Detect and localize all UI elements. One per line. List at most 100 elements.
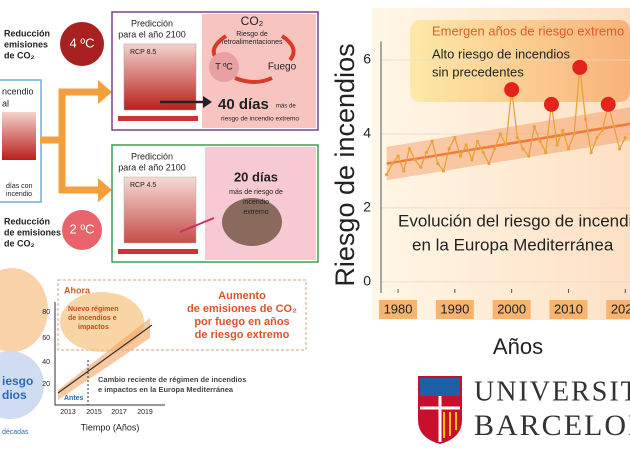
x-tick-box: [549, 300, 588, 319]
days: 20 días: [234, 169, 278, 184]
peak-marker: [543, 96, 559, 112]
x-tick-label: 2010: [554, 301, 583, 316]
days-note: incendio: [243, 199, 269, 206]
annotation: Alto riesgo de incendios: [432, 46, 571, 61]
inset-xtick: 2013: [60, 409, 76, 416]
inset-ytick: 80: [42, 309, 50, 316]
logo-text: UNIVERSITAT: [474, 376, 630, 407]
colorbar: [118, 249, 198, 254]
data-point: [475, 139, 480, 143]
data-point: [521, 147, 525, 151]
fragment: décadas: [2, 429, 29, 436]
blob: [0, 351, 44, 419]
y-tick-label: 4: [363, 125, 371, 141]
data-point: [515, 136, 519, 140]
regime: Nuevo régimen: [68, 306, 119, 313]
annotation-box: [410, 20, 630, 102]
data-point: [447, 147, 451, 151]
data-point: [572, 132, 576, 136]
days: 40 días: [218, 96, 269, 113]
data-point: [487, 161, 491, 166]
inset-axes: [54, 302, 165, 406]
title: para el año 2100: [118, 162, 186, 172]
data-point: [390, 161, 394, 166]
fragment: dios: [2, 388, 27, 402]
change: Cambio reciente de régimen de incendios: [98, 375, 246, 384]
before-label: Antes: [64, 395, 84, 402]
days-note: riesgo de incendio extremo: [221, 116, 299, 123]
connector: [40, 88, 100, 194]
emissions: de emisiones de CO₂: [187, 303, 297, 315]
data-point: [589, 150, 593, 155]
subtitle: en la Europa Mediterránea: [412, 235, 614, 254]
annotation: Emergen años de riesgo extremo: [432, 23, 624, 38]
node: [209, 52, 239, 82]
data-point: [453, 136, 457, 140]
blob: [60, 292, 144, 352]
x-tick-box: [492, 300, 531, 319]
node-label: Fuego: [268, 62, 297, 73]
blob: [0, 268, 48, 352]
arrowhead: [203, 96, 212, 108]
change: e impactos en la Europa Mediterránea: [98, 385, 234, 394]
x-tick-box: [435, 300, 474, 319]
shield-stripes: [443, 412, 457, 438]
data-point: [413, 158, 417, 162]
temp-label: 2 ºC: [70, 221, 95, 236]
colorbar: [118, 116, 198, 121]
shield-top: [420, 378, 460, 396]
data-point: [396, 154, 400, 158]
fragment: iesgo: [2, 374, 33, 388]
data-point: [441, 169, 446, 173]
x-tick-label: 2000: [497, 301, 526, 316]
data-point: [538, 139, 542, 143]
temp-label: 4 ºC: [70, 35, 95, 50]
data-point: [595, 136, 599, 140]
temp-badge: [62, 210, 102, 250]
recent-box: [57, 279, 307, 351]
peak-marker: [600, 96, 616, 112]
x-tick-box: [606, 300, 630, 319]
arrow: [179, 217, 215, 233]
regime: impactos: [78, 324, 109, 331]
left-fragments: Reducción emisiones de CO₂ ncendio al dí…: [0, 28, 61, 436]
data-point: [561, 128, 565, 132]
y-tick-label: 6: [363, 51, 371, 67]
x-tick-label: 1980: [384, 301, 413, 316]
logo-text: BARCELONA: [474, 409, 630, 442]
data-point: [504, 143, 508, 147]
label: Riesgo de: [236, 31, 268, 38]
logo: UNIVERSITAT BARCELONA: [418, 376, 630, 444]
x-axis-label: Años: [493, 334, 543, 359]
data-point: [470, 158, 474, 162]
emissions: de riesgo extremo: [195, 329, 290, 341]
fragment: días con: [6, 183, 33, 190]
data-point: [600, 128, 605, 132]
data-point: [481, 150, 485, 155]
fragment: al: [2, 98, 9, 108]
data-point: [566, 147, 571, 151]
fragment: Reducción: [4, 28, 50, 38]
co2: CO₂: [241, 14, 264, 28]
data-point: [532, 124, 536, 129]
title: para el año 2100: [118, 29, 186, 39]
x-tick-label: 1990: [440, 301, 469, 316]
inset-ytick: 20: [42, 381, 50, 388]
days-note: más de riesgo de: [229, 189, 283, 196]
fragment: de CO₂: [4, 238, 35, 248]
x-tick-box: [379, 300, 418, 319]
data-point: [419, 165, 423, 169]
fragment: de emisiones: [4, 227, 61, 237]
shield-cross: [420, 396, 460, 442]
map-label: RCP 4.5: [130, 182, 156, 189]
map: [123, 43, 197, 111]
data-point: [617, 147, 622, 151]
fragment: ncendio: [2, 86, 34, 96]
node-label: T ºC: [215, 61, 233, 71]
data-point: [458, 154, 463, 158]
regime: de incendios e: [68, 315, 117, 322]
data-point: [612, 124, 616, 129]
data-point: [385, 173, 389, 177]
